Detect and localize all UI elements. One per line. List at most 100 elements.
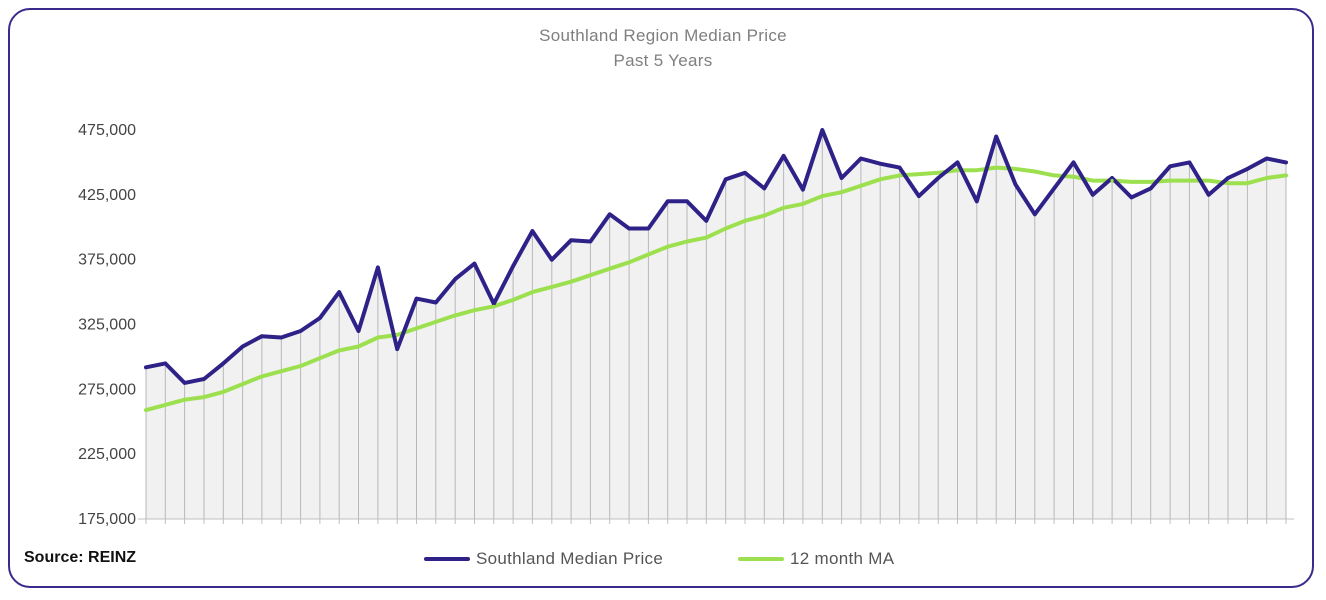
median-point [144,365,148,370]
y-tick-label: 225,000 [78,446,136,463]
ma-point [1284,173,1288,177]
y-tick-label: 275,000 [78,381,136,398]
median-point [182,381,187,385]
median-point [492,302,496,306]
median-point [260,334,264,339]
median-point [646,226,651,231]
ma-point [163,403,167,407]
ma-point [955,168,960,172]
ma-point [898,173,902,177]
median-point [1264,156,1269,161]
median-point [704,219,709,223]
median-point [820,128,825,132]
median-point [994,134,998,139]
chart-subtitle: Past 5 Years [613,51,713,70]
ma-point [356,344,361,349]
ma-point [859,184,863,188]
median-point [221,361,226,366]
ma-point [1149,180,1153,184]
legend-label-ma: 12 month MA [790,549,895,568]
median-point [897,165,902,170]
median-point [1168,164,1172,169]
legend-label-median: Southland Median Price [476,549,664,568]
ma-point [1052,173,1056,177]
median-point [1110,176,1114,180]
y-tick-label: 375,000 [78,252,136,269]
ma-point [994,166,998,170]
ma-point [530,290,535,294]
ma-point [878,177,882,181]
area-fill [146,130,1286,519]
median-point [279,335,284,340]
median-point [627,226,631,231]
ma-point [1013,167,1018,171]
ma-point [840,190,844,194]
ma-point [704,236,708,240]
median-point [781,154,786,158]
ma-point [511,298,515,302]
ma-point [1110,179,1114,183]
median-point [298,329,303,333]
ma-point [550,285,554,289]
median-point [453,277,458,281]
median-point [878,161,882,166]
ma-point [472,308,477,312]
median-point [1226,176,1230,180]
chart-title: Southland Region Median Price [539,26,787,45]
median-point [607,212,612,217]
median-point [1013,182,1018,187]
ma-point [1187,179,1191,183]
ma-point [1168,179,1172,183]
ma-point [1245,181,1249,185]
median-point [337,290,342,294]
ma-point [820,194,824,198]
legend-item-median: Southland Median Price [424,549,663,569]
ma-point [1033,169,1037,174]
ma-point [492,304,496,308]
ma-point [917,172,921,176]
median-point [1052,186,1056,191]
ma-point [1265,176,1269,180]
median-point [1071,160,1076,165]
y-tick-label: 175,000 [78,511,136,528]
legend-item-ma: 12 month MA [738,549,894,569]
median-point [743,171,747,175]
ma-point [646,252,651,257]
median-point [936,176,940,180]
ma-point [801,202,805,206]
median-point [839,176,844,180]
median-point [859,156,863,161]
median-point [1148,186,1153,191]
ma-point [414,326,419,330]
median-point [955,160,960,165]
ma-point [337,348,341,352]
ma-point [782,206,786,210]
ma-point [376,335,380,340]
ma-point [183,398,187,402]
ma-point [318,356,322,360]
ma-point [569,280,573,284]
ma-point [453,313,457,317]
median-point [530,229,535,233]
ma-point [743,219,747,223]
median-point [1091,193,1095,197]
median-point [762,186,767,191]
median-point [917,194,921,198]
median-point [511,264,515,268]
ma-point [1226,181,1230,185]
median-point [550,257,554,262]
legend: Southland Median Price 12 month MA [0,549,1326,571]
y-tick-label: 425,000 [78,187,136,204]
median-line [144,128,1288,385]
median-point [1129,195,1134,200]
median-point [376,265,380,270]
median-point [356,329,361,333]
median-point [472,261,477,266]
median-point [569,238,573,242]
ma-point [144,408,148,412]
ma-point [762,214,766,218]
median-point [1206,193,1211,197]
median-point [1033,212,1037,217]
ma-point [202,395,206,399]
